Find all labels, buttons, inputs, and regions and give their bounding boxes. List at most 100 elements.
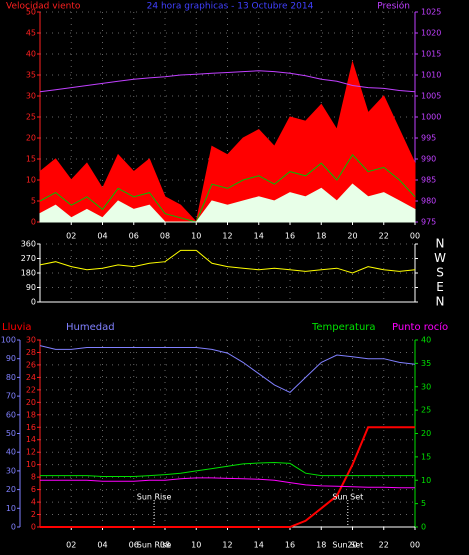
y-tick-label: 0	[31, 523, 36, 532]
y-tick-label: 270	[21, 254, 36, 263]
series-label: Humedad	[66, 322, 115, 333]
y-tick-label: 28	[26, 348, 36, 357]
series-line	[40, 477, 415, 489]
x-tick-label: 00	[410, 541, 420, 550]
series-label: Temperatura	[311, 322, 376, 333]
y-tick-label: 50	[26, 8, 36, 17]
y-tick-label: 30	[26, 336, 36, 345]
y2-tick-label: N	[436, 295, 445, 309]
y2-tick-label: 1025	[421, 8, 441, 17]
y2-tick-label: 0	[421, 523, 426, 532]
y-tick-label: 35	[26, 71, 36, 80]
y3-tick-label: 40	[6, 448, 16, 457]
series-label: Lluvia	[2, 322, 32, 333]
x-tick-label: 12	[222, 232, 232, 241]
x-tick-label: 18	[316, 232, 326, 241]
x-tick-label: 22	[379, 232, 389, 241]
y-tick-label: 25	[26, 113, 36, 122]
series-line	[39, 249, 416, 274]
y3-tick-label: 70	[6, 392, 16, 401]
y2-tick-label: N	[436, 237, 445, 251]
x-tick-label: 20	[347, 232, 357, 241]
series-line	[40, 426, 415, 528]
y-tick-label: 18	[26, 410, 36, 419]
y3-tick-label: 10	[6, 504, 16, 513]
y-tick-label: 14	[26, 435, 36, 444]
x-tick-label: 04	[97, 232, 107, 241]
x-tick-label: 16	[285, 232, 295, 241]
x-tick-label: 08	[160, 232, 170, 241]
y3-tick-label: 60	[6, 410, 16, 419]
x-tick-label: 00	[410, 232, 420, 241]
y-tick-label: 16	[26, 423, 36, 432]
y2-tick-label: 980	[421, 197, 436, 206]
y-tick-label: 30	[26, 92, 36, 101]
y2-tick-label: 975	[421, 218, 436, 227]
x-tick-label: 16	[285, 541, 295, 550]
x-tick-label: 04	[97, 541, 107, 550]
series-line	[40, 461, 415, 477]
annotation: Sun Set	[332, 541, 363, 550]
y-tick-label: 40	[26, 50, 36, 59]
series-line	[39, 183, 416, 223]
x-tick-label: 10	[191, 232, 201, 241]
y2-tick-label: 5	[421, 499, 426, 508]
x-tick-label: 20	[347, 541, 357, 550]
y2-tick-label: S	[436, 266, 444, 280]
wind-label: Velocidad viento	[6, 2, 81, 12]
y3-tick-label: 30	[6, 466, 16, 475]
x-tick-label: 06	[129, 232, 139, 241]
x-tick-label: 22	[379, 541, 389, 550]
annotation: Sun Set	[332, 493, 363, 502]
x-tick-label: 10	[191, 541, 201, 550]
y2-tick-label: 15	[421, 452, 431, 461]
y-tick-label: 10	[26, 460, 36, 469]
x-tick-label: 14	[254, 541, 264, 550]
y2-tick-label: 1005	[421, 92, 441, 101]
y-tick-label: 4	[31, 498, 36, 507]
y2-tick-label: 20	[421, 429, 431, 438]
y-tick-label: 22	[26, 385, 36, 394]
pressure-label: Presión	[377, 1, 410, 12]
y2-tick-label: E	[436, 280, 444, 294]
y2-tick-label: 995	[421, 134, 436, 143]
x-tick-label: 06	[129, 541, 139, 550]
x-tick-label: 12	[222, 541, 232, 550]
series-line	[39, 153, 416, 223]
x-tick-label: 02	[66, 541, 76, 550]
y3-tick-label: 20	[6, 485, 16, 494]
y3-tick-label: 80	[6, 373, 16, 382]
y2-tick-label: 1010	[421, 71, 441, 80]
y-tick-label: 15	[26, 155, 36, 164]
y3-tick-label: 0	[11, 523, 16, 532]
y2-tick-label: 985	[421, 176, 436, 185]
y2-tick-label: 1020	[421, 29, 441, 38]
y-tick-label: 5	[31, 197, 36, 206]
y2-tick-label: 1000	[421, 113, 441, 122]
x-tick-label: 08	[160, 541, 170, 550]
annotation: Sun Rise	[137, 493, 172, 502]
y-tick-label: 90	[26, 283, 36, 292]
series-label: Punto rocío	[392, 321, 448, 333]
y-tick-label: 8	[31, 473, 36, 482]
y2-tick-label: 40	[421, 336, 431, 345]
y-tick-label: 24	[26, 373, 36, 382]
y2-tick-label: 990	[421, 155, 436, 164]
y-tick-label: 360	[21, 240, 36, 249]
y3-tick-label: 100	[1, 336, 16, 345]
y2-tick-label: W	[434, 251, 446, 265]
x-tick-label: 14	[254, 232, 264, 241]
series-line	[39, 345, 416, 394]
x-tick-label: 02	[66, 232, 76, 241]
y2-tick-label: 10	[421, 476, 431, 485]
y3-tick-label: 90	[6, 354, 16, 363]
y-tick-label: 26	[26, 360, 36, 369]
y-tick-label: 20	[26, 398, 36, 407]
y-tick-label: 0	[31, 298, 36, 307]
annotation: Sun Rise	[137, 541, 172, 550]
series-line	[39, 60, 416, 224]
series-line	[39, 70, 416, 93]
x-tick-label: 18	[316, 541, 326, 550]
y2-tick-label: 30	[421, 382, 431, 391]
